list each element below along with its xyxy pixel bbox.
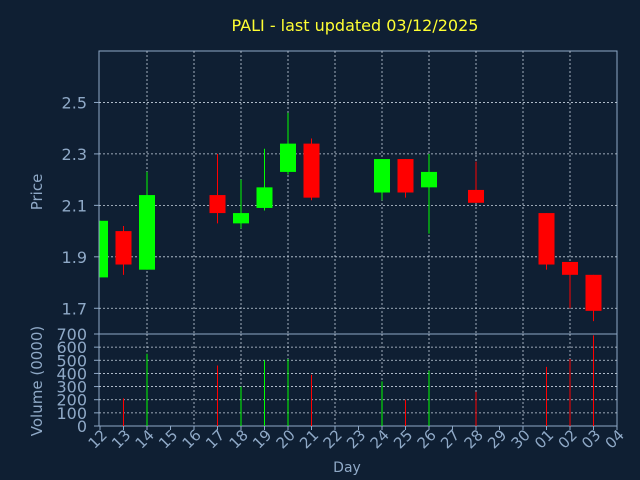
candle-body bbox=[256, 187, 273, 208]
x-tick-label: 24 bbox=[367, 426, 393, 452]
candle-body bbox=[233, 213, 249, 224]
candle-body bbox=[421, 171, 437, 188]
x-tick-label: 01 bbox=[531, 426, 557, 452]
x-tick-label: 21 bbox=[296, 426, 322, 452]
x-tick-label: 28 bbox=[461, 426, 487, 452]
x-axis-label: Day bbox=[333, 460, 361, 476]
volume-tick-label: 600 bbox=[56, 338, 87, 357]
x-tick-label: 29 bbox=[484, 426, 510, 452]
x-tick-label: 02 bbox=[555, 426, 581, 452]
chart-title: PALI - last updated 03/12/2025 bbox=[232, 16, 479, 35]
price-tick-label: 2.1 bbox=[62, 196, 87, 215]
candle-body bbox=[100, 220, 108, 278]
x-tick-label: 20 bbox=[273, 426, 299, 452]
x-tick-label: 04 bbox=[602, 426, 628, 452]
volume-axis-label: Volume (0000) bbox=[28, 326, 46, 436]
x-tick-label: 12 bbox=[85, 426, 111, 452]
price-axis-label: Price bbox=[28, 174, 46, 211]
x-tick-label: 14 bbox=[132, 426, 158, 452]
candle-body bbox=[585, 274, 602, 311]
volume-tick-label: 100 bbox=[56, 404, 87, 423]
volume-tick-label: 0 bbox=[77, 417, 87, 436]
price-tick-label: 1.7 bbox=[62, 299, 87, 318]
candle-body bbox=[139, 195, 155, 270]
candle-body bbox=[280, 143, 296, 172]
x-tick-label: 18 bbox=[226, 426, 252, 452]
volume-tick-label: 200 bbox=[56, 391, 87, 410]
x-tick-label: 15 bbox=[155, 426, 181, 452]
x-tick-label: 22 bbox=[320, 426, 346, 452]
price-tick-label: 2.5 bbox=[62, 93, 87, 112]
x-tick-label: 16 bbox=[179, 426, 205, 452]
price-panel bbox=[98, 50, 618, 335]
x-tick-label: 13 bbox=[108, 426, 134, 452]
candle-body bbox=[468, 189, 484, 203]
volume-tick-label: 500 bbox=[56, 351, 87, 370]
candle-body bbox=[303, 143, 320, 198]
candle-body bbox=[562, 261, 578, 275]
volume-panel bbox=[98, 333, 618, 427]
volume-tick-label: 400 bbox=[56, 364, 87, 383]
x-tick-label: 23 bbox=[343, 426, 369, 452]
x-tick-label: 30 bbox=[508, 426, 534, 452]
price-tick-label: 1.9 bbox=[62, 248, 87, 267]
x-tick-label: 27 bbox=[437, 426, 463, 452]
candle-body bbox=[397, 159, 414, 193]
x-tick-label: 26 bbox=[414, 426, 440, 452]
candle-body bbox=[115, 231, 132, 265]
candle-body bbox=[209, 195, 226, 214]
x-tick-label: 03 bbox=[578, 426, 604, 452]
candle-body bbox=[538, 213, 555, 265]
volume-tick-label: 700 bbox=[56, 325, 87, 344]
x-tick-label: 17 bbox=[202, 426, 228, 452]
candle-body bbox=[374, 159, 390, 193]
volume-tick-label: 300 bbox=[56, 378, 87, 397]
x-tick-label: 19 bbox=[249, 426, 275, 452]
x-tick-label: 25 bbox=[390, 426, 416, 452]
price-tick-label: 2.3 bbox=[62, 145, 87, 164]
